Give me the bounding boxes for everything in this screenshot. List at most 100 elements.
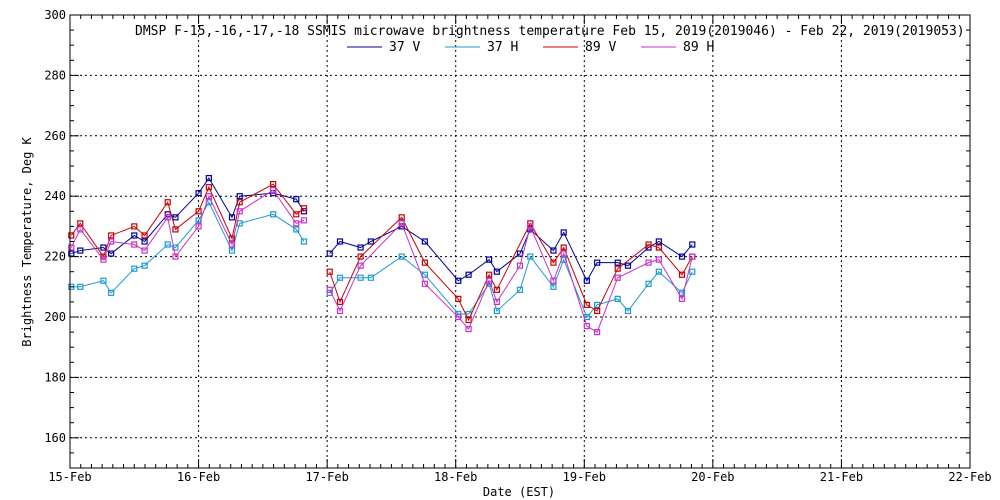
data-point	[493, 268, 500, 275]
data-point	[293, 196, 300, 203]
data-point	[689, 241, 696, 248]
plot-frame	[69, 14, 971, 469]
data-point	[614, 295, 621, 302]
data-point	[516, 286, 524, 293]
data-point	[614, 259, 621, 266]
data-point	[293, 226, 300, 233]
axes: 15-Feb 16-Feb 17-Feb 18-Feb 19-Feb 20-Feb 21-F…	[44, 8, 991, 484]
data-point	[594, 307, 601, 315]
legend-label: 37 H	[487, 40, 518, 55]
data-point	[678, 295, 686, 302]
data-point	[141, 262, 148, 269]
data-point	[367, 238, 374, 245]
data-point	[594, 259, 601, 266]
data-point	[100, 256, 107, 263]
data-point	[336, 298, 344, 305]
data-point	[172, 253, 179, 260]
x-tick-label: 19-Feb	[563, 470, 606, 484]
data-point	[336, 307, 344, 315]
data-point	[300, 205, 308, 212]
series-37-v	[68, 174, 696, 284]
data-point	[108, 238, 115, 245]
data-point	[655, 268, 662, 275]
data-point	[205, 193, 212, 200]
data-point	[421, 238, 428, 245]
plot-area	[68, 174, 696, 336]
data-point	[336, 274, 344, 281]
data-point	[228, 247, 236, 254]
data-point	[195, 190, 202, 197]
data-point	[77, 247, 84, 254]
y-tick-label: 300	[44, 8, 66, 22]
data-point	[583, 322, 590, 330]
data-point	[131, 265, 138, 272]
data-point	[205, 174, 212, 182]
data-point	[614, 274, 621, 281]
data-point	[560, 229, 567, 236]
data-point	[421, 280, 428, 287]
chart-title: DMSP F-15,-16,-17,-18 SSMIS microwave br…	[135, 24, 965, 39]
data-point	[236, 193, 243, 200]
data-point	[655, 256, 662, 263]
series-line	[329, 225, 693, 282]
data-point	[645, 259, 652, 266]
data-point	[398, 253, 405, 260]
data-point	[100, 244, 107, 251]
data-point	[164, 199, 171, 206]
data-point	[624, 307, 632, 315]
data-point	[465, 316, 472, 324]
x-tick-label: 15-Feb	[48, 470, 91, 484]
data-point	[550, 283, 557, 290]
data-point	[108, 250, 115, 257]
data-point	[493, 286, 500, 293]
data-point	[195, 223, 202, 230]
data-point	[172, 226, 179, 233]
data-point	[300, 217, 308, 224]
data-point	[164, 214, 171, 221]
series-line	[329, 222, 693, 333]
data-point	[336, 238, 344, 245]
data-point	[645, 241, 652, 248]
data-point	[68, 244, 75, 251]
data-point	[655, 238, 662, 245]
data-point	[493, 298, 500, 305]
data-point	[689, 253, 696, 260]
data-point	[493, 307, 500, 315]
data-point	[583, 301, 590, 309]
data-point	[293, 211, 300, 218]
data-point	[421, 271, 428, 278]
data-point	[77, 283, 84, 290]
legend-label: 89 H	[683, 40, 714, 55]
data-point	[594, 329, 601, 336]
x-tick-label: 22-Feb	[948, 470, 991, 484]
data-point	[678, 253, 686, 260]
data-point	[108, 232, 115, 239]
data-point	[678, 289, 686, 296]
data-point	[131, 232, 138, 239]
data-point	[195, 208, 202, 215]
data-point	[516, 262, 524, 269]
series-89-v	[68, 181, 696, 324]
data-point	[326, 268, 333, 275]
data-point	[236, 199, 243, 206]
data-point	[560, 250, 567, 257]
y-tick-label: 160	[44, 431, 66, 445]
data-point	[357, 244, 364, 251]
data-point	[527, 253, 534, 260]
data-point	[550, 259, 557, 266]
grid-lines	[70, 15, 970, 468]
data-point	[455, 295, 462, 302]
data-point	[326, 250, 333, 257]
y-tick-label: 220	[44, 250, 66, 264]
x-tick-label: 17-Feb	[305, 470, 348, 484]
data-point	[455, 313, 462, 321]
data-point	[465, 325, 472, 333]
data-point	[77, 226, 84, 233]
y-tick-label: 260	[44, 129, 66, 143]
data-point	[357, 274, 364, 281]
data-point	[678, 271, 686, 278]
data-point	[645, 280, 652, 287]
data-point	[100, 277, 107, 284]
data-point	[164, 241, 171, 248]
